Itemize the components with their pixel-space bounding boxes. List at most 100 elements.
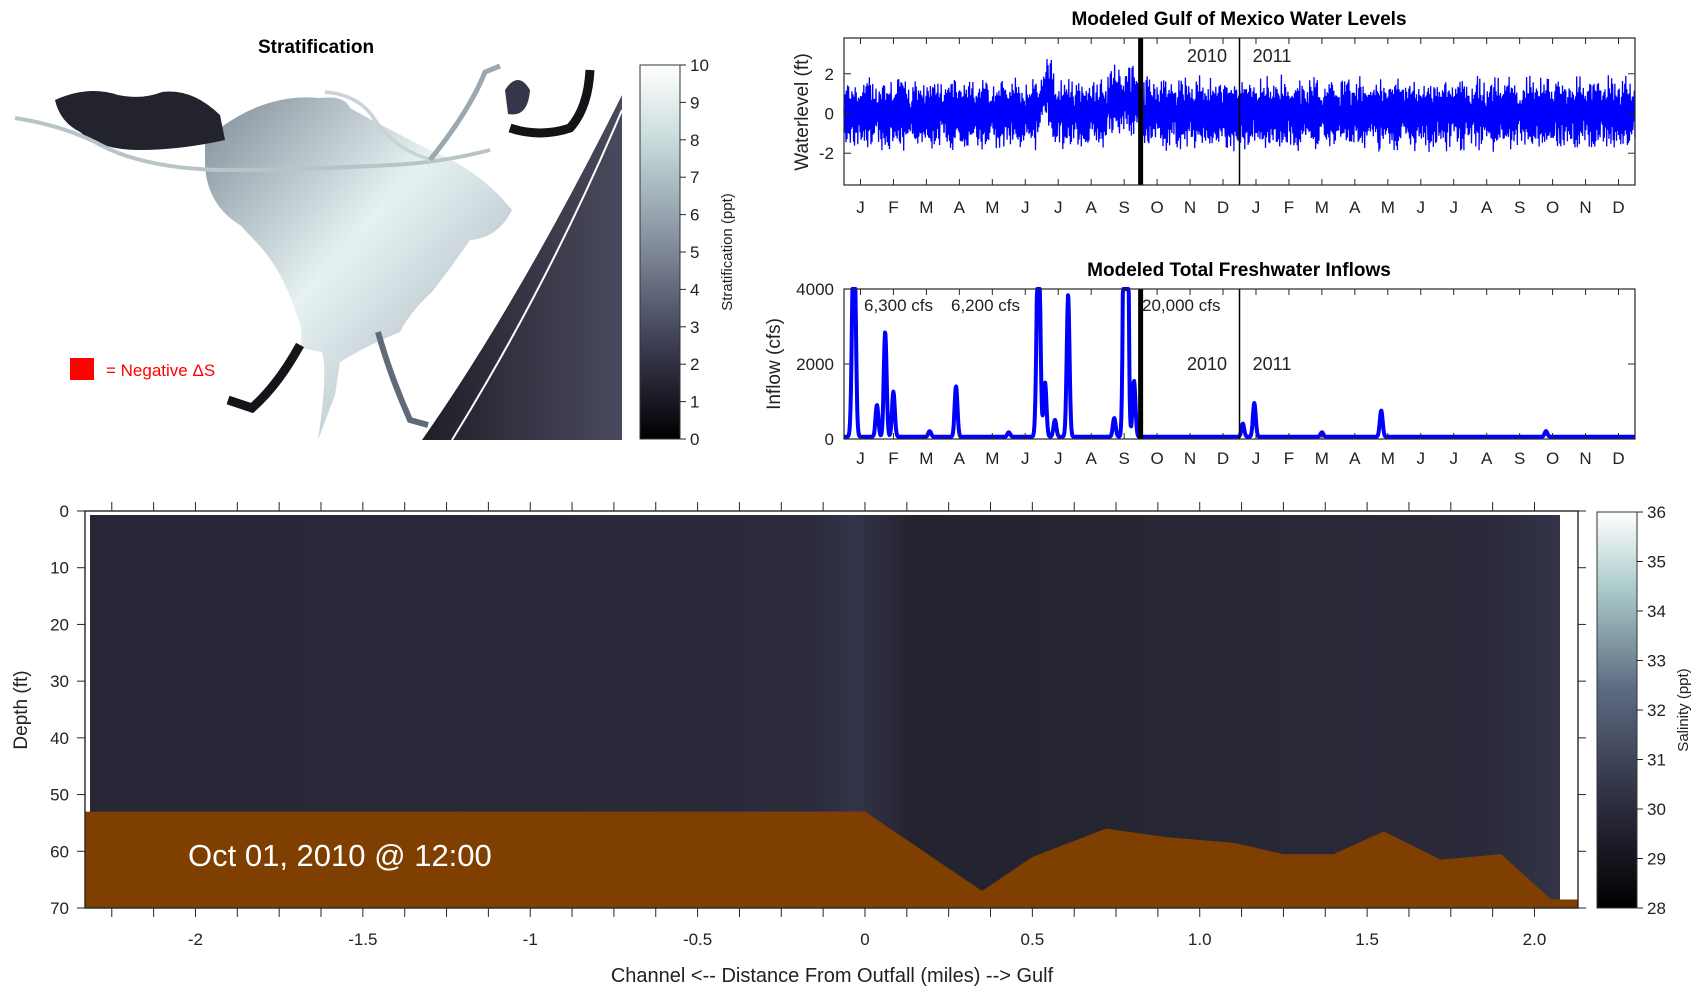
transect-xtick-label: -2 <box>188 930 203 949</box>
water-levels-ytick-label: 0 <box>825 104 834 123</box>
transect-xtick-label: 0.5 <box>1021 930 1045 949</box>
water-levels-title: Modeled Gulf of Mexico Water Levels <box>1071 9 1406 30</box>
transect-ytick-label: 70 <box>50 899 69 918</box>
negative-delta-s-swatch <box>70 358 94 380</box>
transect-ytick-label: 20 <box>50 615 69 634</box>
transect-xtick-label: 1.5 <box>1355 930 1379 949</box>
salinity-colorbar-tick-label: 34 <box>1647 602 1666 621</box>
water-levels-xtick-label: M <box>919 198 933 217</box>
water-levels-ytick-label: 2 <box>825 65 834 84</box>
salinity-colorbar-tick-label: 32 <box>1647 701 1666 720</box>
north-channel-shape <box>324 90 433 162</box>
salinity-colorbar-tick-label: 31 <box>1647 751 1666 770</box>
transect-xlabel: Channel <-- Distance From Outfall (miles… <box>611 965 1054 987</box>
stratification-colorbar-tick-label: 9 <box>690 93 699 112</box>
water-levels-xtick-label: N <box>1184 198 1196 217</box>
stratification-colorbar-tick-label: 10 <box>690 56 709 75</box>
transect-xtick-label: 0 <box>860 930 869 949</box>
inflows-xtick-label: A <box>954 449 966 468</box>
inflows-annotation-6300: 6,300 cfs <box>864 296 933 315</box>
inflows-title: Modeled Total Freshwater Inflows <box>1087 260 1391 281</box>
inflows-xtick-label: N <box>1579 449 1591 468</box>
northeast-river-shape <box>508 69 595 138</box>
water-levels-xtick-label: A <box>1349 198 1361 217</box>
transect-ytick-label: 30 <box>50 672 69 691</box>
transect-timestamp: Oct 01, 2010 @ 12:00 <box>188 838 492 873</box>
inflows-xtick-label: A <box>1086 449 1098 468</box>
salinity-colorbar-gradient <box>1596 511 1638 909</box>
transect-xtick-label: -1.5 <box>348 930 377 949</box>
stratification-colorbar: 0 1 2 3 4 5 6 7 8 9 10 Stratification (ppt) <box>639 56 736 449</box>
gulf-water-shape <box>422 95 622 440</box>
water-levels-axes-box <box>843 37 1636 186</box>
water-levels-xtick-label: F <box>1284 198 1294 217</box>
inflows-xtick-label: J <box>1449 449 1458 468</box>
water-levels-xtick-label: J <box>1417 198 1426 217</box>
water-levels-xtick-label: N <box>1579 198 1591 217</box>
south-pass-shape <box>375 331 429 428</box>
inflows-xtick-label: O <box>1150 449 1163 468</box>
inflows-chart: Modeled Total Freshwater Inflows Inflow … <box>764 260 1637 468</box>
inflows-ylabel: Inflow (cfs) <box>764 318 785 410</box>
stratification-colorbar-label: Stratification (ppt) <box>719 193 736 311</box>
transect-xtick-label: -0.5 <box>683 930 712 949</box>
water-levels-ytick-label: -2 <box>819 144 834 163</box>
stratification-colorbar-tick-label: 8 <box>690 131 699 150</box>
water-levels-xtick-label: O <box>1150 198 1163 217</box>
inflows-yticks: 0 2000 4000 <box>796 280 1635 449</box>
water-levels-year-label-2011: 2011 <box>1253 46 1292 66</box>
inflows-ytick-label: 2000 <box>796 355 834 374</box>
water-levels-xtick-label: A <box>954 198 966 217</box>
stratification-colorbar-tick-label: 3 <box>690 318 699 337</box>
west-channel-shape <box>14 116 491 173</box>
stratification-colorbar-tick-label: 4 <box>690 280 699 299</box>
water-levels-xtick-label: J <box>1021 198 1030 217</box>
stratification-colorbar-tick-label: 0 <box>690 430 699 449</box>
inflows-annotation-6200: 6,200 cfs <box>951 296 1020 315</box>
northeast-channel-shape <box>428 63 501 162</box>
transect-ytick-label: 0 <box>60 502 69 521</box>
inflows-xtick-label: A <box>1481 449 1493 468</box>
transect-ytick-label: 10 <box>50 559 69 578</box>
west-arm-shape <box>55 91 225 150</box>
stratification-colorbar-gradient <box>639 64 681 440</box>
inflows-xtick-label: F <box>888 449 898 468</box>
stratification-colorbar-ticks: 0 1 2 3 4 5 6 7 8 9 10 <box>680 56 709 449</box>
transect-ytick-label: 40 <box>50 729 69 748</box>
transect-axes-box <box>84 510 1579 909</box>
water-levels-xtick-label: J <box>1252 198 1261 217</box>
water-levels-ylabel: Waterlevel (ft) <box>792 53 813 171</box>
inflows-xtick-label: D <box>1612 449 1624 468</box>
inflows-annotation-20000: 20,000 cfs <box>1142 296 1220 315</box>
inflows-xtick-label: M <box>1381 449 1395 468</box>
transect-xtick-label: -1 <box>523 930 538 949</box>
barrier-island-shape <box>451 109 623 441</box>
stratification-colorbar-tick-label: 2 <box>690 355 699 374</box>
inflows-xtick-label: J <box>1417 449 1426 468</box>
salinity-colorbar-tick-label: 30 <box>1647 800 1666 819</box>
water-levels-xtick-label: O <box>1546 198 1559 217</box>
water-levels-xtick-label: S <box>1118 198 1129 217</box>
negative-delta-s-label: = Negative ΔS <box>106 361 215 380</box>
salinity-colorbar-tick-label: 36 <box>1647 503 1666 522</box>
salinity-colorbar-ticks: 28 29 30 31 32 33 34 35 36 <box>1637 503 1666 918</box>
transect-xtick-label: 2.0 <box>1523 930 1547 949</box>
inflows-xtick-label: J <box>856 449 865 468</box>
water-levels-ylabel-text: Waterlevel (ft) <box>792 53 813 171</box>
east-creek-shape <box>505 80 530 115</box>
inflows-xtick-label: M <box>1315 449 1329 468</box>
stratification-title: Stratification <box>258 37 374 58</box>
salinity-colorbar-tick-label: 28 <box>1647 899 1666 918</box>
water-levels-xtick-label: F <box>888 198 898 217</box>
water-levels-yticks: -2 0 2 <box>819 65 1635 163</box>
negative-delta-s-legend: = Negative ΔS <box>70 358 215 380</box>
inflows-xtick-label: A <box>1349 449 1361 468</box>
water-levels-xtick-label: A <box>1481 198 1493 217</box>
transect-ytick-label: 60 <box>50 842 69 861</box>
salinity-transect-chart: -2 -1.5 -1 -0.5 0 0.5 1.0 1.5 2.0 0 10 20 30 40 50 60 7… <box>11 502 1692 987</box>
inflows-xtick-label: F <box>1284 449 1294 468</box>
inflows-xtick-label: S <box>1118 449 1129 468</box>
